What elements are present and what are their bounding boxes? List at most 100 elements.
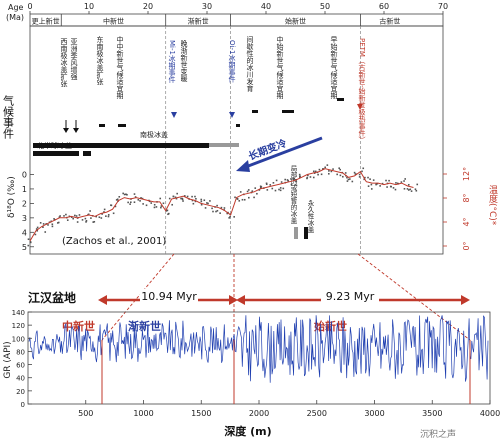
gr-tick-label: 140 — [12, 309, 25, 317]
d18o-point — [400, 181, 403, 183]
d18o-point — [269, 184, 272, 186]
d18o-smoothed-line — [29, 168, 414, 242]
d18o-point — [145, 204, 148, 207]
d18o-point — [390, 185, 392, 188]
depth-axis-label: 深度 (m) — [224, 424, 271, 438]
d18o-point — [133, 193, 136, 195]
age-tick-label: 40 — [261, 2, 271, 11]
d18o-point — [70, 216, 73, 218]
d18o-point — [266, 189, 269, 191]
d18o-point — [295, 184, 298, 187]
d18o-point — [388, 179, 390, 182]
event-label: 晚渐新世变暖 — [180, 39, 188, 83]
d18o-point — [153, 203, 156, 206]
north-ice-bar-2 — [83, 151, 91, 156]
d18o-point — [216, 204, 218, 207]
event-label: 早始新世气候适宜期 — [330, 36, 338, 100]
depth-tick-label: 500 — [78, 409, 93, 418]
d18o-point — [155, 206, 158, 208]
event-label: Oi-1冰期事件 — [228, 40, 236, 84]
d18o-point — [299, 176, 301, 179]
d18o-point — [180, 197, 182, 200]
d18o-point — [110, 204, 112, 206]
age-axis-label: Age — [8, 3, 24, 12]
d18o-point — [265, 183, 268, 186]
d18o-point — [309, 176, 312, 178]
south-ice-bar-partial — [209, 143, 239, 147]
d18o-point — [346, 180, 349, 182]
d18o-point — [176, 192, 178, 195]
gr-tick-label: 60 — [16, 362, 25, 370]
event-duration-bar — [252, 110, 258, 113]
d18o-point — [57, 221, 60, 224]
d18o-point — [36, 229, 39, 232]
d18o-tick-label: 4 — [22, 228, 27, 237]
eocene-label: 始新世 — [314, 319, 347, 333]
epoch-boundaries — [101, 340, 471, 404]
d18o-point — [215, 210, 217, 213]
gr-tick-label: 80 — [16, 348, 25, 356]
d18o-tick-label: 1 — [22, 185, 27, 194]
d18o-point — [53, 218, 55, 220]
duration-arrowhead-left-2 — [236, 295, 245, 305]
temp-ticks: 0° 4° 8° 12° — [443, 167, 471, 251]
d18o-point — [42, 223, 45, 225]
d18o-point — [404, 178, 406, 180]
d18o-point — [287, 179, 289, 182]
d18o-point — [203, 199, 206, 202]
d18o-point — [386, 186, 388, 188]
duration-label-bg-2 — [321, 289, 379, 303]
duration-arrowhead-left-1 — [98, 295, 107, 305]
epoch-label: 始新世 — [285, 17, 306, 26]
petm-arrowhead — [357, 104, 363, 110]
d18o-point — [216, 209, 219, 212]
d18o-point — [167, 212, 170, 215]
d18o-point — [191, 195, 193, 198]
d18o-point — [234, 196, 236, 199]
d18o-point — [34, 233, 37, 236]
d18o-point — [241, 198, 244, 201]
d18o-point — [332, 168, 334, 170]
d18o-point — [339, 168, 341, 171]
d18o-point — [243, 198, 246, 201]
event-arrowhead — [73, 128, 79, 133]
d18o-point — [105, 215, 107, 217]
epoch-label: 中新世 — [103, 17, 124, 26]
d18o-point — [211, 207, 213, 210]
d18o-point — [364, 176, 366, 179]
d18o-point — [253, 196, 255, 199]
permanent-ice-label: 永久性冰盖 — [306, 199, 314, 233]
event-label: 间歇性的冰川发育 — [246, 36, 254, 93]
d18o-point — [100, 217, 103, 219]
d18o-point — [407, 189, 410, 191]
d18o-point — [228, 217, 230, 219]
temp-tick-label: 4° — [462, 217, 471, 226]
age-axis-unit: (Ma) — [6, 13, 24, 22]
d18o-point — [166, 209, 169, 212]
ice-sheets: 北半球冰盖 南极冰盖 — [33, 130, 239, 156]
epoch-label: 古新世 — [379, 17, 400, 26]
d18o-point — [344, 172, 347, 174]
d18o-point — [385, 179, 387, 182]
d18o-point — [314, 170, 317, 173]
d18o-point — [90, 217, 92, 219]
d18o-point — [272, 182, 275, 184]
epoch-label: 更上新世 — [32, 17, 60, 26]
d18o-point — [181, 198, 184, 201]
d18o-point — [292, 177, 295, 180]
gr-y-ticks: 0 20 40 60 80 100 120 140 — [12, 309, 32, 409]
permanent-ice-swatch — [304, 227, 308, 239]
d18o-point — [27, 244, 30, 247]
d18o-point — [392, 187, 395, 189]
d18o-point — [63, 215, 65, 217]
d18o-point — [416, 183, 419, 186]
d18o-point — [414, 188, 417, 191]
d18o-point — [103, 211, 105, 213]
d18o-point — [353, 171, 356, 174]
d18o-point — [406, 188, 409, 190]
d18o-point — [66, 219, 69, 221]
d18o-point — [39, 222, 42, 224]
d18o-point — [326, 164, 329, 166]
d18o-point — [191, 199, 194, 202]
